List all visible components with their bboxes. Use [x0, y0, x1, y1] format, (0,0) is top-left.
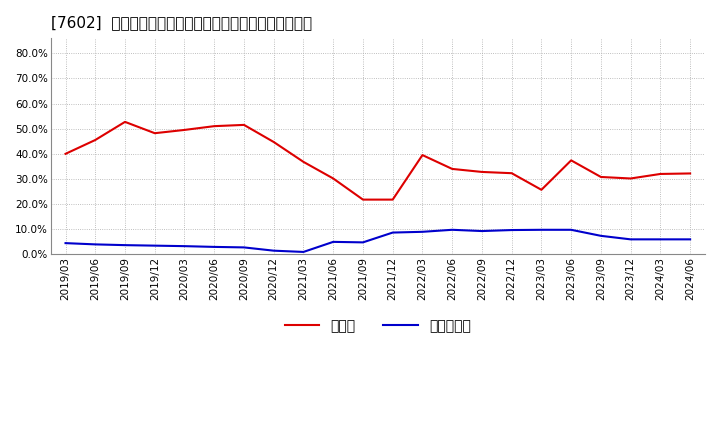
有利子負債 — [686, 237, 695, 242]
有利子負債 — [626, 237, 635, 242]
現預金 — [388, 197, 397, 202]
有利子負債 — [597, 233, 606, 238]
有利子負債 — [210, 244, 219, 249]
有利子負債 — [508, 227, 516, 233]
有利子負債 — [448, 227, 456, 232]
現預金 — [269, 139, 278, 145]
有利子負債 — [388, 230, 397, 235]
有利子負債 — [567, 227, 575, 232]
現預金 — [359, 197, 367, 202]
現預金 — [418, 152, 427, 158]
有利子負債 — [269, 248, 278, 253]
Line: 有利子負債: 有利子負債 — [66, 230, 690, 252]
有利子負債 — [240, 245, 248, 250]
Text: [7602]  現預金、有利子負債の総資産に対する比率の推移: [7602] 現預金、有利子負債の総資産に対する比率の推移 — [50, 15, 312, 30]
有利子負債 — [656, 237, 665, 242]
有利子負債 — [91, 242, 99, 247]
現預金 — [210, 124, 219, 129]
現預金 — [537, 187, 546, 192]
有利子負債 — [299, 249, 307, 255]
現預金 — [299, 159, 307, 165]
有利子負債 — [61, 241, 70, 246]
現預金 — [508, 171, 516, 176]
有利子負債 — [150, 243, 159, 248]
有利子負債 — [418, 229, 427, 235]
現預金 — [567, 158, 575, 163]
現預金 — [686, 171, 695, 176]
有利子負債 — [121, 242, 130, 248]
有利子負債 — [359, 240, 367, 245]
現預金 — [240, 122, 248, 128]
有利子負債 — [537, 227, 546, 232]
現預金 — [477, 169, 486, 175]
現預金 — [180, 127, 189, 132]
Line: 現預金: 現預金 — [66, 122, 690, 200]
現預金 — [61, 151, 70, 157]
現預金 — [91, 137, 99, 143]
有利子負債 — [180, 243, 189, 249]
現預金 — [597, 174, 606, 180]
Legend: 現預金, 有利子負債: 現預金, 有利子負債 — [279, 313, 477, 338]
現預金 — [329, 176, 338, 181]
現預金 — [150, 131, 159, 136]
現預金 — [121, 119, 130, 125]
有利子負債 — [477, 228, 486, 234]
有利子負債 — [329, 239, 338, 245]
現預金 — [656, 171, 665, 176]
現預金 — [626, 176, 635, 181]
現預金 — [448, 166, 456, 172]
